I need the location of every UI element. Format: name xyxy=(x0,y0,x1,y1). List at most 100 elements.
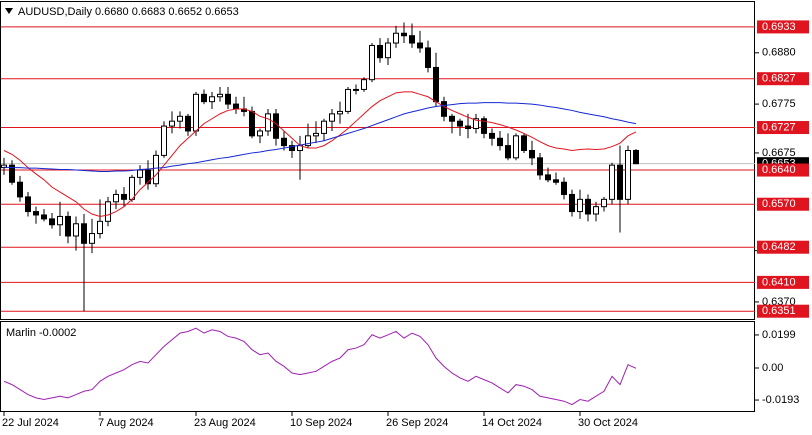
y-tick-label: -0.0193 xyxy=(762,394,799,406)
candle-body xyxy=(161,125,167,156)
candle-body xyxy=(609,164,615,200)
candle-body xyxy=(169,120,175,127)
y-tick-label: 0.6880 xyxy=(762,47,796,59)
candle-body xyxy=(105,201,111,222)
candle-body xyxy=(329,113,335,122)
candle-body xyxy=(497,137,503,147)
level-box xyxy=(757,240,809,254)
candle-body xyxy=(81,223,87,244)
chart-title: AUDUSD,Daily 0.6680 0.6683 0.6652 0.6653 xyxy=(18,6,239,18)
candle-body xyxy=(265,113,271,132)
candle-body xyxy=(633,149,639,165)
candle-body xyxy=(113,193,119,203)
candle-body xyxy=(345,88,351,112)
level-box xyxy=(757,121,809,135)
x-tick-label: 10 Sep 2024 xyxy=(290,417,352,429)
candle-body xyxy=(457,120,463,127)
candle-body xyxy=(625,149,631,200)
level-box xyxy=(757,197,809,211)
candle-body xyxy=(313,132,319,137)
candle-body xyxy=(145,169,151,185)
level-label: 0.6640 xyxy=(762,164,796,176)
candle-body xyxy=(601,198,607,208)
y-tick-label: 0.00 xyxy=(762,362,783,374)
candle-body xyxy=(257,130,263,137)
candle-body xyxy=(593,206,599,215)
candle-body xyxy=(41,214,47,220)
candle-body xyxy=(385,42,391,59)
candle-body xyxy=(441,101,447,117)
menu-triangle xyxy=(5,8,13,14)
candle-body xyxy=(353,88,359,91)
candle-body xyxy=(57,215,63,226)
candle-body xyxy=(177,115,183,122)
candle-body xyxy=(361,79,367,90)
x-tick-label: 26 Sep 2024 xyxy=(386,417,448,429)
level-box xyxy=(757,20,809,34)
candle-body xyxy=(305,135,311,147)
candle-body xyxy=(409,35,415,44)
candle-body xyxy=(193,93,199,132)
candle-body xyxy=(121,193,127,200)
level-label: 0.6727 xyxy=(762,121,796,133)
candle-body xyxy=(209,96,215,103)
level-label: 0.6570 xyxy=(762,198,796,210)
candle-body xyxy=(97,220,103,235)
candle-body xyxy=(585,198,591,215)
level-label: 0.6410 xyxy=(762,276,796,288)
candle-body xyxy=(377,44,383,59)
candle-body xyxy=(73,223,79,237)
candle-body xyxy=(465,125,471,130)
candle-body xyxy=(521,135,527,151)
candle-body xyxy=(249,110,255,137)
candle-body xyxy=(153,154,159,185)
y-tick-label: 0.6675 xyxy=(762,147,796,159)
candle-body xyxy=(273,113,279,139)
candle-body xyxy=(217,93,223,98)
candle-body xyxy=(529,149,535,159)
level-box xyxy=(757,163,809,177)
level-box xyxy=(757,72,809,86)
candle-body xyxy=(417,42,423,49)
candle-body xyxy=(49,218,55,226)
candle-body xyxy=(137,169,143,178)
y-tick-label: 0.0199 xyxy=(762,329,796,341)
candle-body xyxy=(281,137,287,147)
candle-body xyxy=(617,164,623,200)
level-label: 0.6827 xyxy=(762,73,796,85)
candle-body xyxy=(233,103,239,110)
y-tick-label: 0.6775 xyxy=(762,98,796,110)
candle-body xyxy=(425,47,431,68)
candle-body xyxy=(473,118,479,130)
x-tick-label: 23 Aug 2024 xyxy=(194,417,256,429)
candle-body xyxy=(489,132,495,139)
candle-body xyxy=(33,211,39,216)
moving-average xyxy=(3,102,637,173)
candle-body xyxy=(25,196,31,213)
candle-body xyxy=(433,66,439,103)
main-panel xyxy=(0,1,755,320)
level-box xyxy=(757,304,809,318)
candle-body xyxy=(393,32,399,44)
candle-body xyxy=(65,215,71,237)
candle-body xyxy=(505,145,511,159)
candle-body xyxy=(289,145,295,151)
candle-body xyxy=(481,118,487,134)
candle-body xyxy=(545,174,551,181)
candle-body xyxy=(185,115,191,132)
candle-body xyxy=(337,110,343,115)
level-label: 0.6933 xyxy=(762,21,796,33)
level-label: 0.6351 xyxy=(762,305,796,317)
candle-body xyxy=(537,157,543,176)
candle-body xyxy=(201,93,207,103)
x-tick-label: 14 Oct 2024 xyxy=(482,417,542,429)
candle-body xyxy=(225,93,231,105)
candle-body xyxy=(513,135,519,159)
candle-body xyxy=(129,176,135,200)
candle-body xyxy=(89,233,95,244)
candle-body xyxy=(321,120,327,134)
candle-body xyxy=(9,164,15,183)
candle-body xyxy=(17,181,23,198)
